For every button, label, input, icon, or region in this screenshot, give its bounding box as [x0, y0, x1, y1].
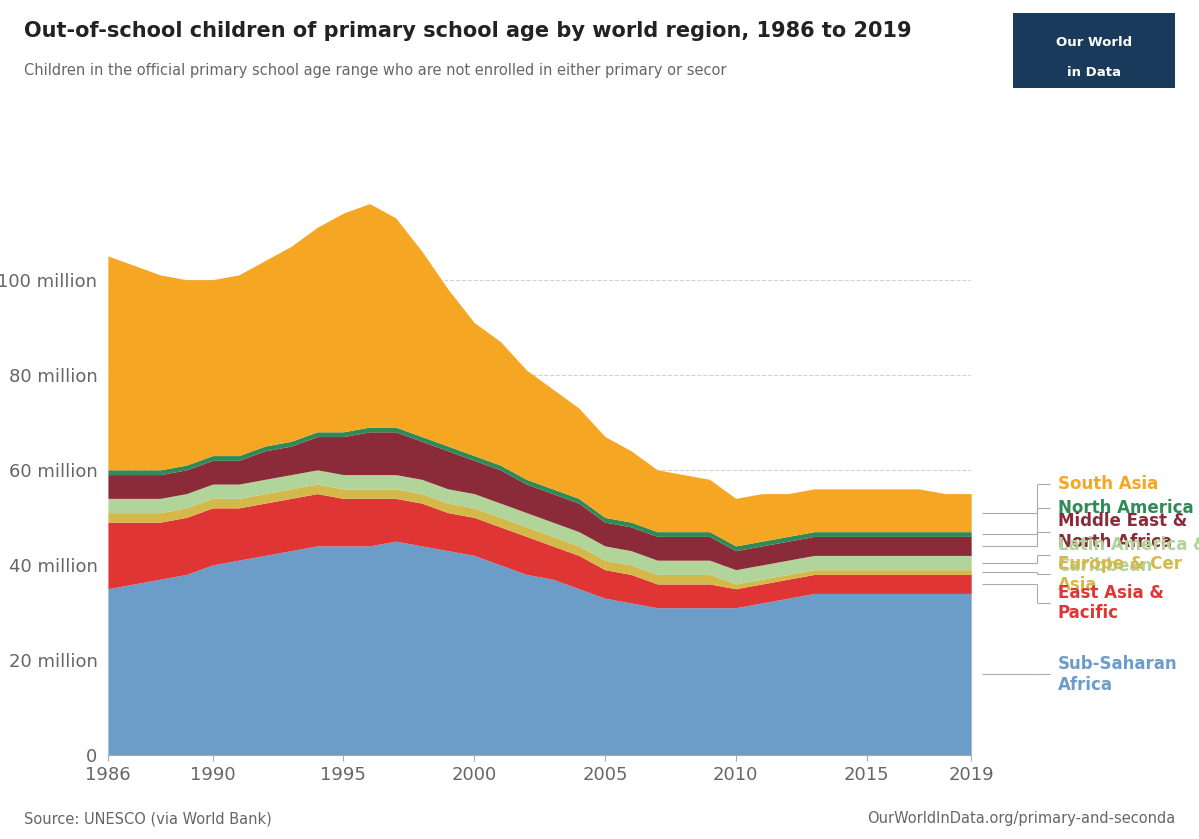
Text: in Data: in Data — [1067, 66, 1121, 80]
Text: Source: UNESCO (via World Bank): Source: UNESCO (via World Bank) — [24, 811, 272, 826]
Text: South Asia: South Asia — [1058, 475, 1158, 493]
Text: Out-of-school children of primary school age by world region, 1986 to 2019: Out-of-school children of primary school… — [24, 21, 911, 41]
Text: Europe & Cer
Asia: Europe & Cer Asia — [1058, 555, 1181, 594]
Text: East Asia &
Pacific: East Asia & Pacific — [1058, 584, 1163, 623]
Text: Latin America &
Caribbean: Latin America & Caribbean — [1058, 536, 1199, 575]
Text: Our World: Our World — [1056, 36, 1132, 50]
Text: OurWorldInData.org/primary-and-seconda: OurWorldInData.org/primary-and-seconda — [867, 811, 1175, 826]
Text: Sub-Saharan
Africa: Sub-Saharan Africa — [1058, 655, 1177, 694]
Text: Children in the official primary school age range who are not enrolled in either: Children in the official primary school … — [24, 63, 727, 78]
Text: North America: North America — [1058, 499, 1193, 517]
Text: Middle East &
North Africa: Middle East & North Africa — [1058, 513, 1187, 551]
